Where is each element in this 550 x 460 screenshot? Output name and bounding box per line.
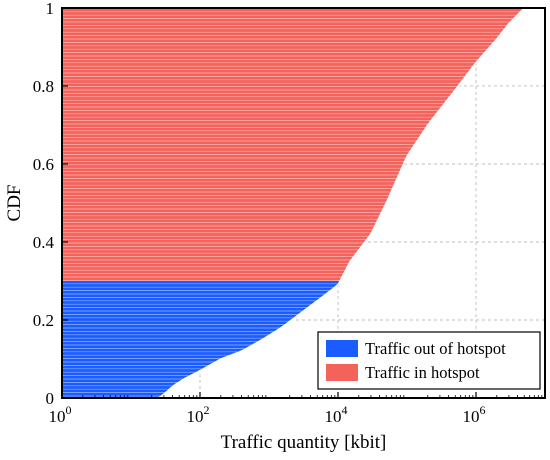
x-tick-label: 102 <box>187 403 210 426</box>
cdf-curve-edge <box>158 8 525 398</box>
y-tick-label: 0 <box>46 389 55 408</box>
axis-ticks: 100 102 104 106 0 0.2 0.4 0.6 0.8 1 <box>33 0 543 426</box>
x-tick-label: 104 <box>325 403 348 426</box>
y-tick-label: 1 <box>46 0 55 18</box>
y-tick-label: 0.2 <box>33 311 54 330</box>
plot-frame <box>61 7 546 399</box>
y-tick-label: 0.6 <box>33 155 54 174</box>
y-tick-label: 0.8 <box>33 77 54 96</box>
legend-label-in-hotspot: Traffic in hotspot <box>365 363 480 382</box>
y-tick-label: 0.4 <box>33 233 55 252</box>
y-axis-label: CDF <box>4 185 25 222</box>
legend-swatch-out-of-hotspot <box>326 340 358 357</box>
x-tick-label: 106 <box>463 403 486 426</box>
x-axis-label: Traffic quantity [kbit] <box>221 432 387 453</box>
legend-label-out-of-hotspot: Traffic out of hotspot <box>365 339 506 358</box>
area-traffic-out-of-hotspot <box>62 281 341 398</box>
legend-swatch-in-hotspot <box>326 364 358 381</box>
x-tick-label: 100 <box>49 403 72 426</box>
legend: Traffic out of hotspot Traffic in hotspo… <box>317 331 541 390</box>
